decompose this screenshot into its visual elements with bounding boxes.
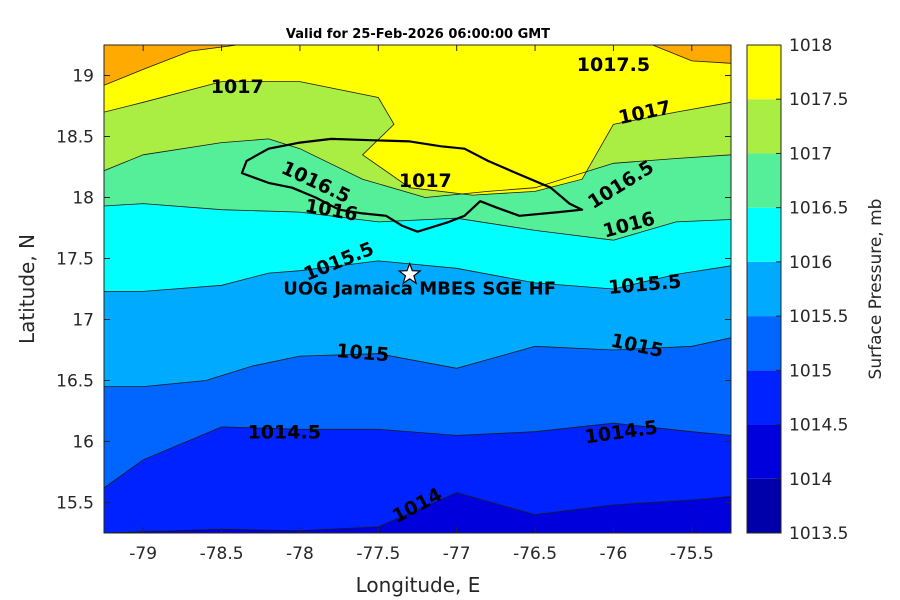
colorbar-band-8	[747, 45, 781, 100]
coastline-path	[240, 137, 584, 233]
contour-line-1017-6	[104, 81, 731, 196]
site-marker: UOG Jamaica MBES SGE HF	[283, 261, 556, 299]
contour-line-1014-0	[104, 492, 731, 533]
colorbar: 1013.5 1014 1014.5 1015 1015.5 1016 1016.5 1017…	[746, 36, 848, 544]
site-star-icon	[397, 261, 422, 285]
colorbar-tick-label-9: 1018	[789, 36, 832, 56]
y-tick-label-1: 16	[72, 433, 94, 453]
colorbar-tick-label-7: 1017	[789, 144, 832, 164]
colorbar-tick-label-5: 1016	[789, 253, 832, 273]
colorbar-frame	[746, 44, 782, 534]
chart-title: Valid for 25-Feb-2026 06:00:00 GMT	[286, 27, 550, 42]
colorbar-tick-label-8: 1017.5	[789, 90, 848, 110]
y-tick-label-6: 18.5	[56, 128, 94, 148]
contour-line-1015-2	[104, 337, 731, 388]
colorbar-tick-label-2: 1014.5	[789, 416, 848, 436]
contour-line-1017-5-7	[104, 45, 238, 86]
colorbar-label: Surface Pressure, mb	[866, 199, 886, 380]
colorbar-band-6	[747, 153, 781, 208]
x-tick-label-5: -76.5	[513, 544, 557, 564]
fill-band-1017-5-8	[652, 45, 731, 64]
contour-fills	[104, 45, 731, 533]
colorbar-band-3	[747, 316, 781, 371]
y-axis-label: Latitude, N	[15, 234, 39, 344]
contour-line-1015-5-3	[104, 260, 731, 292]
site-name: UOG Jamaica MBES SGE HF	[283, 278, 556, 299]
contour-label-12: 1014.5	[248, 421, 321, 443]
colorbar-band-5	[747, 207, 781, 262]
y-tick-label-0: 15.5	[56, 494, 94, 514]
contour-label-3: 1017	[399, 170, 452, 192]
colorbar-tick-label-3: 1015	[789, 361, 832, 381]
x-tick-label-3: -77.5	[356, 544, 400, 564]
x-tick-label-0: -79	[129, 544, 157, 564]
colorbar-tick-label-0: 1013.5	[789, 524, 848, 544]
x-tick-label-4: -77	[443, 544, 471, 564]
colorbar-band-1	[747, 424, 781, 479]
y-tick-label-2: 16.5	[56, 372, 94, 392]
contour-label-1: 1017	[211, 76, 264, 98]
x-tick-label-7: -75.5	[670, 544, 714, 564]
colorbar-tick-label-6: 1016.5	[789, 199, 848, 219]
y-tick-label-4: 17.5	[56, 250, 94, 270]
contour-line-1016-5-5	[104, 138, 731, 198]
x-tick-label-1: -78.5	[200, 544, 244, 564]
x-tick-label-2: -78	[286, 544, 314, 564]
jamaica-coastline	[240, 137, 584, 233]
x-tick-label-6: -76	[600, 544, 628, 564]
x-axis: -79 -78.5 -78 -77.5 -77 -76.5 -76 -75.5	[129, 45, 714, 564]
contour-line-1014-5-1	[104, 422, 731, 489]
y-axis: 15.5 16 16.5 17 17.5 18 18.5 19	[56, 67, 731, 514]
colorbar-band-4	[747, 261, 781, 317]
contour-line-1016-4	[104, 203, 731, 241]
y-tick-label-7: 19	[72, 67, 94, 87]
fill-band-1017-5-7	[104, 45, 238, 86]
colorbar-band-0	[747, 478, 781, 533]
colorbar-tick-label-4: 1015.5	[789, 307, 848, 327]
plot-frame	[103, 44, 732, 534]
fill-band-1017-6	[104, 45, 731, 196]
contour-label-10: 1015	[335, 340, 390, 367]
contour-lines	[104, 45, 731, 533]
colorbar-tick-label-1: 1014	[789, 470, 832, 490]
y-tick-label-5: 18	[72, 189, 94, 209]
contour-label-0: 1017.5	[577, 54, 650, 76]
colorbar-band-2	[747, 370, 781, 425]
x-axis-label: Longitude, E	[356, 573, 481, 597]
contour-line-1017-5-8	[652, 45, 731, 64]
colorbar-band-7	[747, 99, 781, 154]
y-tick-label-3: 17	[72, 311, 94, 331]
